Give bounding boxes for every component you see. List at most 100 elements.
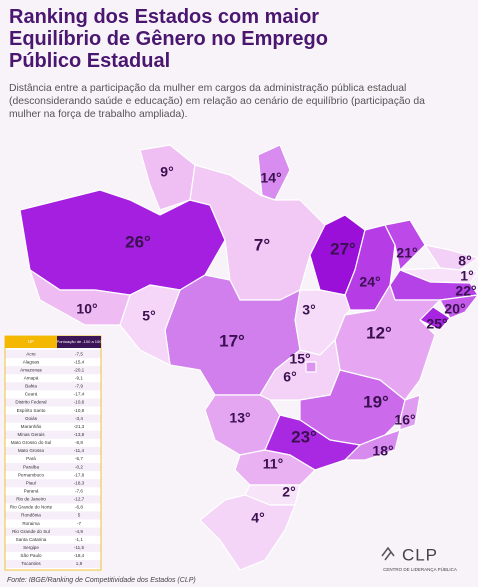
rank-label: 22° <box>455 283 476 299</box>
table-score: -17,4 <box>74 392 85 397</box>
rank-label: 3° <box>302 302 315 318</box>
state-shape <box>199 494 296 571</box>
table-uf: Rio Grande do Norte <box>10 505 53 510</box>
table-uf: Ceará <box>25 392 38 397</box>
rank-label: 15° <box>289 351 310 367</box>
rank-label: 19° <box>363 392 389 411</box>
source: Fonte: IBGE/Ranking de Competitividade d… <box>7 577 196 584</box>
table-uf: Minas Gerais <box>17 432 45 437</box>
table-uf: Goiás <box>25 416 38 421</box>
rank-label: 18° <box>372 443 393 459</box>
state-shape <box>119 284 181 366</box>
score-table: UF Pontuação de -100 a 100 Acre -7,5 Alago… <box>4 335 103 571</box>
table-uf: São Paulo <box>20 553 42 558</box>
rank-label: 14° <box>260 170 281 186</box>
rank-label: 16° <box>394 412 415 428</box>
table-row-bg <box>5 543 101 552</box>
table-uf: Roraima <box>22 521 40 526</box>
rank-label: 6° <box>283 369 296 385</box>
table-uf: Paraná <box>24 489 39 494</box>
table-row-bg <box>5 495 101 504</box>
state-shape <box>424 244 478 271</box>
table-score: -18,3 <box>74 480 85 485</box>
table-score: -21,3 <box>74 424 85 429</box>
table-row-bg <box>5 511 101 520</box>
table-score: -4,9 <box>75 529 83 534</box>
rank-label: 27° <box>330 239 356 258</box>
table-score: -7,5 <box>75 351 83 356</box>
rank-label: 5° <box>142 308 155 324</box>
table-score: -3,4 <box>75 416 83 421</box>
table-uf: Bahia <box>25 384 37 389</box>
rank-label: 25° <box>426 316 447 332</box>
logo: CLP CENTRO DE LIDERANÇA PÚBLICA <box>381 545 457 572</box>
table-row-bg <box>5 463 101 472</box>
table-uf: Pará <box>26 456 36 461</box>
rank-label: 23° <box>291 427 317 446</box>
table-header-cell <box>57 336 101 348</box>
table-score: -6,8 <box>75 505 83 510</box>
state-shape <box>384 219 426 271</box>
rank-label: 20° <box>444 301 465 317</box>
table-score: -17,8 <box>74 472 85 477</box>
rank-label: 26° <box>125 232 151 251</box>
state-shape <box>19 189 226 296</box>
table-uf: Santa Catarina <box>16 537 47 542</box>
rank-label: 24° <box>359 274 380 290</box>
rank-label: 12° <box>366 323 392 342</box>
table-uf: Acre <box>26 351 36 356</box>
table-uf: Maranhão <box>21 424 42 429</box>
table-row-bg <box>5 398 101 407</box>
table-score: -18,4 <box>74 553 85 558</box>
table-score: -7,9 <box>75 384 83 389</box>
table-uf: Rio Grande do Sul <box>12 529 50 534</box>
state-shape <box>29 269 131 326</box>
table-score: -20,1 <box>74 367 85 372</box>
rank-labels: 9° 14° 26° 7° 27° 21° 8° 1° 22° 20° 25° … <box>76 164 476 526</box>
rank-label: 2° <box>282 484 295 500</box>
table-score: -9,1 <box>75 375 83 380</box>
table-header: Pontuação de -100 a 100 <box>57 339 103 344</box>
table-uf: Mato Grosso <box>18 448 45 453</box>
table-score: -7,6 <box>75 489 83 494</box>
state-shape <box>234 449 316 486</box>
rank-label: 8° <box>458 253 471 269</box>
table-row-bg <box>5 430 101 439</box>
table-uf: Alagoas <box>23 359 40 364</box>
table-score: -7 <box>77 521 82 526</box>
logo-tagline: CENTRO DE LIDERANÇA PÚBLICA <box>383 566 457 572</box>
table-score: -13,8 <box>74 432 85 437</box>
table-score: -10,8 <box>74 408 85 413</box>
table-header: UF <box>28 339 34 344</box>
table-uf: Rio de Janeiro <box>16 497 46 502</box>
table-score: -10,6 <box>74 400 85 405</box>
rank-label: 9° <box>160 164 173 180</box>
rank-label: 17° <box>219 331 245 350</box>
table-score: -12,7 <box>74 497 85 502</box>
table-uf: Pernambuco <box>18 472 44 477</box>
rank-label: 21° <box>396 245 417 261</box>
table-score: -15,4 <box>74 359 85 364</box>
rank-label: 11° <box>263 456 283 472</box>
table-uf: Piauí <box>26 480 37 485</box>
state-shape <box>344 429 401 461</box>
table-uf: Sergipe <box>23 545 39 550</box>
table-score: -11,5 <box>74 545 85 550</box>
logo-text: CLP <box>402 545 438 564</box>
brazil-map <box>19 144 478 571</box>
table-uf: Mato Grosso do Sul <box>11 440 52 445</box>
rank-label: 13° <box>229 410 250 426</box>
table-header-cell <box>5 336 57 348</box>
table-score: -0,2 <box>75 464 83 469</box>
rank-label: 7° <box>254 235 270 254</box>
rank-label: 10° <box>76 301 97 317</box>
table-row-bg <box>5 366 101 375</box>
table-score: -1,1 <box>75 537 83 542</box>
table-row-bg <box>5 414 101 423</box>
table-row-bg <box>5 527 101 536</box>
rank-label: 4° <box>251 510 264 526</box>
table-uf: Paraíba <box>23 464 40 469</box>
table-row-bg <box>5 382 101 391</box>
